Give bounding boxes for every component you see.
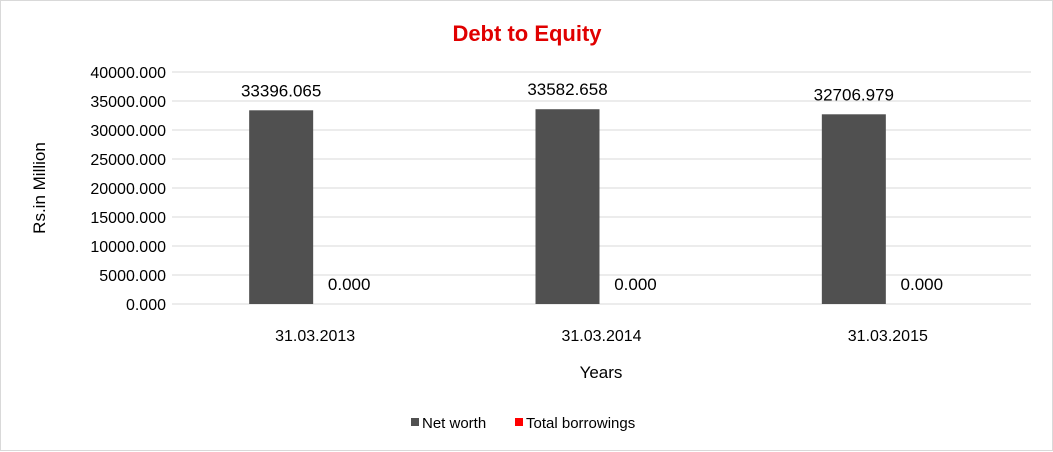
y-tick-label: 30000.000 <box>90 123 166 140</box>
x-tick-label: 31.03.2015 <box>848 328 928 345</box>
y-tick-label: 40000.000 <box>90 65 166 82</box>
legend-swatch <box>411 418 419 426</box>
data-label: 33396.065 <box>241 81 321 100</box>
data-label: 0.000 <box>614 275 657 294</box>
gridlines <box>172 71 1031 305</box>
legend-label: Net worth <box>422 415 486 432</box>
x-tick-label: 31.03.2014 <box>561 328 641 345</box>
legend-label: Total borrowings <box>526 415 635 432</box>
bar-net-worth <box>535 109 600 304</box>
y-tick-label: 35000.000 <box>90 94 166 111</box>
legend-swatch <box>515 418 523 426</box>
chart-title: Debt to Equity <box>452 21 602 46</box>
x-tick-label: 31.03.2013 <box>275 328 355 345</box>
y-tick-label: 15000.000 <box>90 210 166 227</box>
data-label: 0.000 <box>328 275 371 294</box>
y-tick-label: 10000.000 <box>90 239 166 256</box>
x-axis-title: Years <box>580 363 623 382</box>
bar-net-worth <box>821 114 886 304</box>
y-tick-label: 5000.000 <box>99 268 166 285</box>
y-axis-tick-labels: 0.000 5000.000 10000.000 15000.000 20000.000… <box>90 65 166 314</box>
legend: Net worth Total borrowings <box>411 415 635 432</box>
y-axis-title: Rs.in Million <box>30 142 49 234</box>
y-tick-label: 0.000 <box>126 297 166 314</box>
y-tick-label: 25000.000 <box>90 152 166 169</box>
y-tick-label: 20000.000 <box>90 181 166 198</box>
bars <box>249 109 886 304</box>
legend-item: Net worth <box>411 415 486 432</box>
x-axis-tick-labels: 31.03.2013 31.03.2014 31.03.2015 <box>275 328 928 345</box>
data-label: 32706.979 <box>814 85 894 104</box>
legend-item: Total borrowings <box>515 415 635 432</box>
bar-net-worth <box>249 110 314 304</box>
data-labels: 33396.065 0.000 33582.658 0.000 32706.979 0.0… <box>241 80 943 294</box>
data-label: 33582.658 <box>527 80 607 99</box>
data-label: 0.000 <box>901 275 944 294</box>
